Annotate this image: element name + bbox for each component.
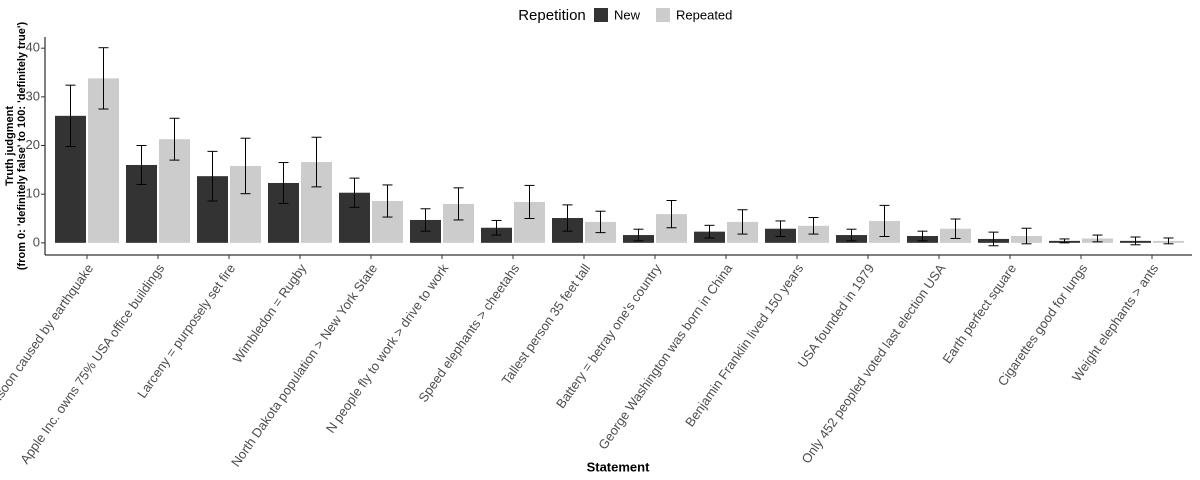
x-tick-label: George Washington was born in China [595, 260, 736, 452]
error-bar [382, 184, 393, 218]
error-bar [136, 145, 147, 185]
error-bar [666, 200, 677, 229]
error-bar [524, 184, 535, 220]
error-bar [879, 204, 890, 238]
error-bar [562, 204, 573, 232]
error-bar [420, 208, 431, 232]
error-bar [169, 117, 180, 161]
error-bar [1130, 236, 1141, 246]
error-bar [595, 210, 606, 234]
x-tick-label: N people fly to work > drive to work [323, 261, 452, 436]
y-tick-label: 20 [26, 137, 40, 152]
error-bar [633, 228, 644, 242]
y-tick-label: 10 [26, 186, 40, 201]
x-tick-label: Apple Inc. owns 75% USA office buildings [17, 261, 167, 467]
legend-label: New [614, 7, 641, 22]
error-bar [775, 220, 786, 238]
x-tick-label: Wimbledon = Rugby [230, 261, 310, 366]
error-bar [917, 230, 928, 242]
error-bar [311, 136, 322, 188]
error-bar [240, 137, 251, 195]
error-bar [950, 218, 961, 239]
x-tick-label: Benjamin Franklin lived 150 years [682, 261, 806, 430]
x-tick-label: Only 452 peopled voted last election USA [798, 261, 948, 466]
error-bar [65, 84, 76, 147]
error-bar [1163, 237, 1174, 245]
y-axis-label: Truth judgment [4, 106, 16, 186]
error-bar [98, 47, 109, 110]
y-tick-label: 0 [33, 234, 40, 249]
error-bar [207, 150, 218, 202]
y-tick-label: 30 [26, 88, 40, 103]
error-bar [491, 219, 502, 236]
error-bar [737, 209, 748, 235]
error-bar [278, 162, 289, 204]
error-bar [453, 187, 464, 221]
legend-label: Repeated [676, 7, 732, 22]
x-tick-label: Monsoon caused by earthquake [0, 261, 96, 421]
y-axis-label: (from 0: 'definitely false' to 100: 'def… [16, 22, 28, 271]
error-bar [846, 228, 857, 242]
error-bar [1059, 238, 1070, 244]
error-bar [1021, 227, 1032, 245]
legend-title: Repetition [518, 7, 586, 24]
error-bar [704, 224, 715, 239]
error-bar [808, 217, 819, 235]
legend-swatch [656, 8, 671, 22]
error-bar [1092, 234, 1103, 243]
x-tick-label: USA founded in 1979 [794, 261, 877, 370]
error-bar [349, 177, 360, 208]
x-tick-label: North Dakota population > New York State [228, 261, 380, 469]
x-tick-label: Earth perfect square [939, 261, 1019, 366]
error-bar [988, 231, 999, 247]
y-tick-label: 40 [26, 40, 40, 55]
x-axis-label: Statement [587, 459, 651, 474]
legend-swatch [594, 8, 608, 22]
